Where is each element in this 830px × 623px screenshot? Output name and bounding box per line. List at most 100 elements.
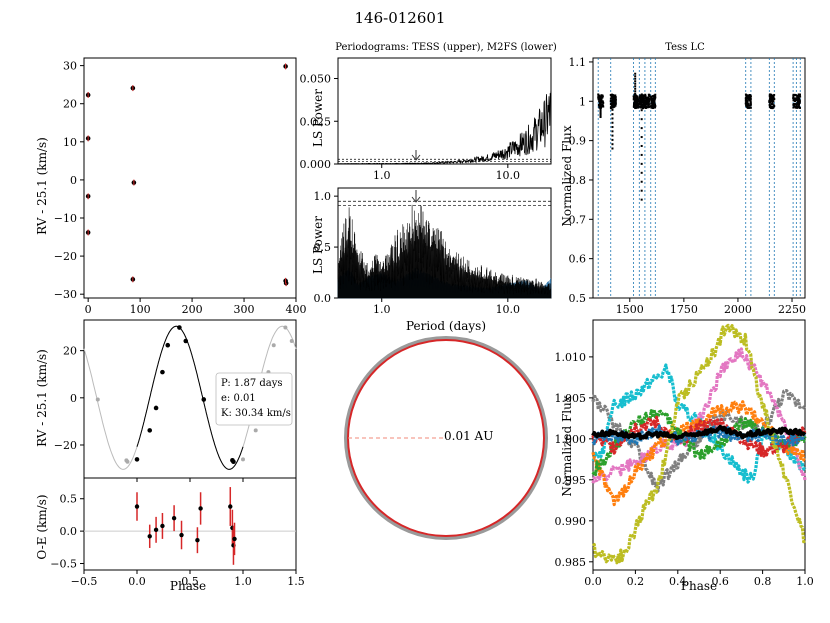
lc-point <box>600 94 603 97</box>
phase-lc-series-binned <box>591 424 807 441</box>
lc-point <box>797 98 800 101</box>
lc-point <box>638 96 641 99</box>
lc-point <box>650 96 653 99</box>
tess_lc-ytick-label: 0.9 <box>569 135 587 148</box>
lc-point <box>654 104 657 107</box>
lc-point <box>635 106 638 109</box>
lc-flare-point <box>634 77 637 80</box>
lc-point <box>609 97 612 100</box>
lc-flare-point <box>611 121 614 124</box>
lc-point <box>746 101 749 104</box>
residual-point <box>160 523 165 529</box>
ls_tess-xtick-label: 1.0 <box>373 169 391 182</box>
lc-point <box>768 95 771 98</box>
lc-point <box>610 103 613 106</box>
rv_time-xtick-label: 300 <box>234 303 255 316</box>
lc-point <box>798 99 801 102</box>
lc-point <box>612 98 615 101</box>
lc-point <box>612 94 615 97</box>
lc_phase-ytick-label: 0.990 <box>555 515 587 528</box>
lc-flare-point <box>640 153 643 156</box>
lc-point <box>744 97 747 100</box>
lc-point <box>601 95 604 98</box>
lc_phase-ytick-label: 1.005 <box>555 392 587 405</box>
lc-point <box>748 94 751 97</box>
lc-point <box>654 95 657 98</box>
lc-flare-point <box>599 111 602 114</box>
lc-flare-point <box>640 180 643 183</box>
lc-point <box>653 97 656 100</box>
lc-point <box>640 99 643 102</box>
rv_time-ytick-label: −10 <box>54 212 77 225</box>
lc-point <box>641 98 644 101</box>
lc-point <box>749 97 752 100</box>
ls_tess-ytick-label: 0.000 <box>300 158 332 171</box>
lc-point <box>748 106 751 109</box>
rv-phase-ylabel: RV - 25.1 (km/s) <box>35 349 49 447</box>
lc-point <box>769 105 772 108</box>
lc-flare-point <box>611 138 614 141</box>
rv-phase-panel: RV - 25.1 (km/s) −20 0 20 P: 1.87 days e: 0.… <box>35 319 297 482</box>
lc-point <box>647 98 650 101</box>
lc-point <box>597 94 600 97</box>
rv-time-panel: RV - 25.1 (km/s) 0 100 200 300 400 −30 −20 −10 0… <box>35 57 307 316</box>
lc-flare-point <box>611 113 614 116</box>
lc-point <box>636 104 639 107</box>
lc-point <box>746 106 749 109</box>
lc-point <box>614 104 617 107</box>
lc-point <box>749 102 752 105</box>
lc-flare-point <box>640 100 643 103</box>
lc_phase-xtick-label: 0.0 <box>584 575 602 588</box>
lc-point <box>612 102 615 105</box>
lc-point <box>745 104 748 107</box>
periodogram-title: Periodograms: TESS (upper), M2FS (lower) <box>335 42 557 53</box>
lc-point <box>647 106 650 109</box>
lc-point <box>798 105 801 108</box>
lc-point <box>647 100 650 103</box>
lc-point <box>602 101 605 104</box>
lc-point <box>609 99 612 102</box>
lc-flare-point <box>634 87 637 90</box>
lc-point <box>639 98 642 101</box>
tess_lc-xtick-label: 2250 <box>778 303 806 316</box>
rv-phase-point <box>201 397 207 402</box>
lc-point <box>792 94 795 97</box>
lc-point <box>646 101 649 104</box>
lc-point <box>644 105 647 108</box>
rv_time-ytick-label: 0 <box>70 174 77 187</box>
lc-point <box>794 97 797 100</box>
residual-point <box>134 504 140 509</box>
lc-point <box>613 105 616 108</box>
lc-flare-point <box>634 72 637 75</box>
rv_time-ytick-label: 20 <box>63 98 77 111</box>
lc-point <box>651 95 654 98</box>
tess_lc-xtick-label: 1500 <box>616 303 644 316</box>
rv-phase-point-copy <box>241 457 245 462</box>
residual-point <box>171 515 177 521</box>
tess-periodogram-panel: Periodograms: TESS (upper), M2FS (lower)… <box>300 42 557 182</box>
fit-amp-text: K: 30.34 km/s <box>221 408 291 419</box>
lc-point <box>642 98 645 101</box>
oc-ytick-label: 0.0 <box>60 525 78 538</box>
lc-point <box>640 96 643 99</box>
ls_m2fs-xtick-label: 10.0 <box>496 303 521 316</box>
lc-point <box>794 94 797 97</box>
lc-point <box>745 99 748 102</box>
rv_time-xtick-label: 0 <box>85 303 92 316</box>
tess-period-arrow <box>411 150 421 161</box>
lc-point <box>799 106 802 109</box>
lc-flare-point <box>611 143 614 146</box>
rv-phase-point <box>153 405 159 411</box>
lc-point <box>636 97 639 100</box>
lc-point <box>647 104 650 107</box>
rv-phase-point-copy <box>289 338 294 343</box>
phase-lc-ylabel: Normalized Flux <box>560 395 574 496</box>
lc-point <box>744 102 747 105</box>
lc-point <box>597 104 600 107</box>
lc-point <box>640 104 643 107</box>
lc-point <box>639 94 642 97</box>
m2fs-period-arrow <box>411 190 421 203</box>
lc-flare-point <box>634 100 637 103</box>
lc-point <box>769 93 772 96</box>
lc-point <box>635 101 638 104</box>
